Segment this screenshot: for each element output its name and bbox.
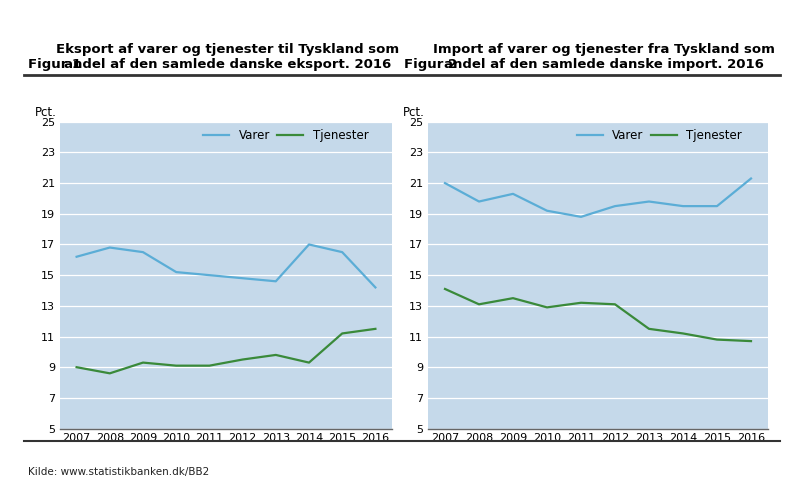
Text: Eksport af varer og tjenester til Tyskland som
andel af den samlede danske ekspo: Eksport af varer og tjenester til Tyskla… (57, 43, 399, 71)
Legend: Varer, Tjenester: Varer, Tjenester (572, 124, 746, 147)
Text: Figur 2: Figur 2 (404, 57, 457, 71)
Text: Kilde: www.statistikbanken.dk/BB2: Kilde: www.statistikbanken.dk/BB2 (28, 467, 210, 477)
Legend: Varer, Tjenester: Varer, Tjenester (198, 124, 373, 147)
Text: Pct.: Pct. (402, 106, 425, 119)
Text: Figur 1: Figur 1 (28, 57, 81, 71)
Text: Pct.: Pct. (35, 106, 57, 119)
Text: Import af varer og tjenester fra Tyskland som
andel af den samlede danske import: Import af varer og tjenester fra Tysklan… (433, 43, 775, 71)
